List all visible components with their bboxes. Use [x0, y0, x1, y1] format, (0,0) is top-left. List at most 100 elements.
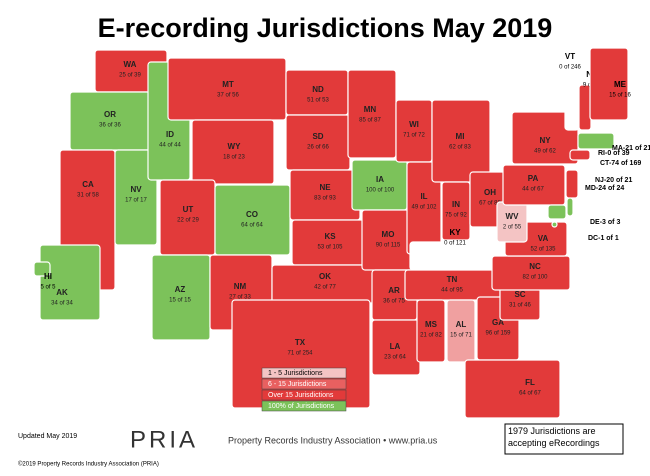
state-abbr: AL — [456, 320, 467, 329]
state-label: 51 of 53 — [307, 98, 329, 104]
state-label: 62 of 83 — [449, 145, 471, 151]
state-abbr: OK — [319, 272, 331, 281]
state — [446, 299, 476, 363]
state-label: 21 of 82 — [420, 333, 442, 339]
state-label: 37 of 56 — [217, 93, 239, 99]
state-abbr: AK — [56, 288, 68, 297]
state — [285, 114, 351, 171]
state — [578, 84, 592, 131]
state-abbr: OR — [104, 110, 116, 119]
state-abbr: MN — [364, 105, 377, 114]
state-label: 42 of 77 — [314, 285, 336, 291]
state — [551, 221, 558, 228]
state-abbr: NM — [234, 282, 247, 291]
state-label: 23 of 64 — [384, 355, 406, 361]
state — [214, 184, 291, 256]
state-label: 0 of 246 — [559, 65, 581, 71]
state — [395, 99, 433, 163]
state-label: 71 of 72 — [403, 133, 425, 139]
state-abbr: CO — [246, 210, 258, 219]
state-abbr: TX — [295, 338, 306, 347]
state-label: 71 of 254 — [287, 351, 313, 357]
state — [191, 119, 275, 185]
state-abbr: LA — [390, 342, 401, 351]
state — [416, 299, 446, 363]
state-label: 31 of 46 — [509, 303, 531, 309]
state-abbr: NC — [529, 262, 541, 271]
org: Property Records Industry Association • … — [228, 435, 438, 445]
state-abbr: KY — [449, 228, 461, 237]
state-abbr: IN — [452, 200, 460, 209]
legend-swatch — [261, 367, 347, 379]
state — [564, 84, 580, 131]
state-label: 0 of 121 — [444, 241, 466, 247]
state-label: 75 of 92 — [445, 213, 467, 219]
state — [351, 159, 408, 211]
state — [569, 149, 591, 161]
state-abbr: WA — [124, 60, 137, 69]
state-abbr: KS — [324, 232, 336, 241]
state-label: 64 of 64 — [241, 223, 263, 229]
state-label: 49 of 62 — [534, 149, 556, 155]
state-label: 100 of 100 — [366, 188, 395, 194]
state-label: 2 of 55 — [503, 225, 522, 231]
state-abbr: SD — [312, 132, 323, 141]
state-label: 5 of 5 — [40, 285, 56, 291]
state-abbr: NE — [319, 183, 331, 192]
state-label: 36 of 36 — [99, 123, 121, 129]
state-label: 22 of 29 — [177, 218, 199, 224]
title: E-recording Jurisdictions May 2019 — [98, 13, 553, 43]
state-label: 44 of 44 — [159, 143, 181, 149]
state-abbr: ND — [312, 85, 324, 94]
note-box — [504, 423, 624, 455]
state — [589, 47, 629, 121]
state-abbr: NY — [539, 136, 551, 145]
state-abbr: ME — [614, 80, 627, 89]
state-label: 83 of 93 — [314, 196, 336, 202]
state-abbr: IA — [376, 175, 384, 184]
state-label: RI-0 of 39 — [598, 150, 630, 157]
legend-label: 100% of Jurisdictions — [268, 403, 335, 410]
state-label: 36 of 75 — [383, 299, 405, 305]
state-label: 64 of 67 — [519, 391, 541, 397]
state-abbr: PA — [528, 174, 539, 183]
state-abbr: WI — [409, 120, 419, 129]
states: WA 25 of 39 OR 36 of 36 CA 31 of 58 NV 17 of 17… — [33, 47, 650, 419]
legend-label: 1 - 5 Jurisdictions — [268, 370, 323, 377]
state — [33, 261, 51, 277]
state — [502, 164, 566, 206]
state-abbr: TN — [447, 275, 458, 284]
state — [291, 219, 371, 266]
state — [464, 359, 561, 419]
state-abbr: IL — [420, 192, 427, 201]
state — [547, 204, 567, 220]
state-label: 44 of 95 — [441, 288, 463, 294]
state-abbr: MT — [222, 80, 234, 89]
legend-label: 6 - 15 Jurisdictions — [268, 381, 327, 388]
state — [566, 197, 574, 217]
state-label: 52 of 135 — [530, 247, 556, 253]
state-label: 17 of 17 — [125, 198, 147, 204]
state-label: MD-24 of 24 — [585, 185, 624, 192]
note-wrap: 1979 Jurisdictions are accepting eRecord… — [508, 426, 600, 448]
state-abbr: VT — [565, 52, 575, 61]
state-abbr: VA — [538, 234, 549, 243]
state-label: DE-3 of 3 — [590, 219, 620, 226]
state-label: 34 of 34 — [51, 301, 73, 307]
legend: 1 - 5 Jurisdictions 6 - 15 Jurisdictions O… — [261, 367, 347, 412]
state-label: 67 of 88 — [479, 201, 501, 207]
state-label: 85 of 87 — [359, 118, 381, 124]
state-label: 26 of 66 — [307, 145, 329, 151]
updated: Updated May 2019 — [18, 433, 77, 440]
state-abbr: MS — [425, 320, 438, 329]
state — [496, 201, 528, 243]
logo: PRIA — [130, 426, 198, 453]
state-abbr: AR — [388, 286, 400, 295]
copyright: ©2019 Property Records Industry Associat… — [18, 461, 159, 468]
state-abbr: AZ — [175, 285, 186, 294]
legend-label: Over 15 Jurisdictions — [268, 392, 334, 399]
state-label: 44 of 67 — [522, 187, 544, 193]
state-abbr: UT — [183, 205, 194, 214]
state-label: NJ-20 of 21 — [595, 177, 632, 184]
